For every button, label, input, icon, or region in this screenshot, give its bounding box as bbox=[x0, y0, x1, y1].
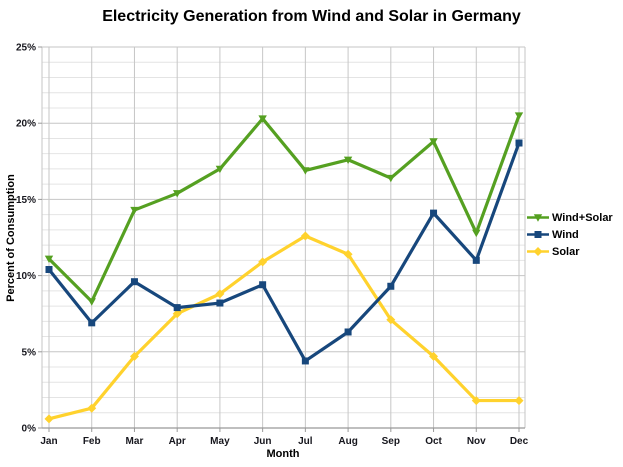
x-tick-label: May bbox=[210, 436, 230, 447]
series-wind-point bbox=[130, 278, 138, 286]
x-tick-label: Apr bbox=[169, 436, 186, 447]
legend-marker bbox=[534, 231, 542, 238]
series-wind-point bbox=[387, 282, 395, 290]
legend-item-wind-solar: Wind+Solar bbox=[527, 211, 613, 224]
series-solar-point bbox=[300, 231, 310, 241]
series-wind-solar-point bbox=[172, 190, 182, 198]
series-wind-solar bbox=[44, 112, 524, 306]
x-axis-title: Month bbox=[267, 448, 300, 460]
series-solar-point bbox=[258, 257, 268, 267]
x-tick-label: Nov bbox=[467, 436, 486, 447]
legend-wind-swatch-icon bbox=[527, 231, 549, 238]
y-tick-label: 25% bbox=[16, 43, 36, 54]
x-tick-label: Oct bbox=[425, 436, 442, 447]
series-wind-solar-point bbox=[87, 298, 96, 306]
series-solar-point bbox=[429, 351, 439, 361]
legend: Wind+Solar Wind Solar bbox=[527, 211, 613, 258]
series-solar-point bbox=[471, 396, 481, 406]
legend-label-solar: Solar bbox=[552, 245, 580, 258]
series-solar-point bbox=[44, 414, 54, 424]
chart-title: Electricity Generation from Wind and Sol… bbox=[102, 8, 521, 25]
series-wind-point bbox=[515, 139, 523, 147]
series-wind-point bbox=[301, 357, 309, 365]
series-wind-solar-point bbox=[301, 167, 310, 175]
series-wind-solar-point bbox=[258, 115, 267, 123]
series-wind-solar-point bbox=[343, 156, 353, 164]
series-wind-solar-point bbox=[472, 229, 481, 238]
x-tick-label: Sep bbox=[382, 436, 400, 447]
series-wind-solar-point bbox=[386, 174, 396, 183]
series-wind bbox=[45, 139, 523, 365]
series-solar-point bbox=[514, 396, 524, 406]
series-wind-line bbox=[47, 141, 521, 363]
series-wind-point bbox=[45, 266, 53, 274]
y-tick-label: 5% bbox=[22, 347, 37, 358]
legend-label-wind: Wind bbox=[552, 228, 579, 241]
series-wind-point bbox=[216, 299, 224, 307]
series-solar-point bbox=[386, 315, 396, 325]
series-solar-point bbox=[129, 351, 139, 361]
gridlines bbox=[42, 46, 525, 428]
y-tick-label: 15% bbox=[16, 195, 36, 206]
series-wind-solar-point bbox=[215, 165, 225, 174]
tick-labels: 0% 5% 10% 15% 20% 25% Jan Feb Mar Apr May Jun Jul Aug… bbox=[16, 43, 529, 448]
series-solar-point bbox=[343, 249, 353, 259]
y-tick-label: 20% bbox=[16, 119, 36, 130]
legend-solar-swatch-icon bbox=[527, 247, 549, 256]
series-wind-point bbox=[430, 209, 438, 217]
series-solar-line bbox=[47, 234, 521, 421]
x-tick-label: Dec bbox=[510, 436, 529, 447]
x-tick-label: Jul bbox=[298, 436, 313, 447]
legend-item-wind: Wind bbox=[527, 228, 613, 241]
series-wind-solar-point bbox=[130, 206, 139, 215]
axes bbox=[38, 46, 526, 432]
series-wind-solar-point bbox=[44, 255, 54, 264]
data-series bbox=[44, 112, 524, 424]
y-tick-label: 10% bbox=[16, 271, 36, 282]
series-wind-solar-point bbox=[429, 138, 438, 146]
series-wind-solar-line bbox=[47, 113, 521, 304]
x-tick-label: Mar bbox=[126, 436, 144, 447]
x-tick-label: Aug bbox=[338, 436, 357, 447]
x-tick-label: Jun bbox=[254, 436, 272, 447]
x-tick-label: Jan bbox=[40, 436, 57, 447]
x-tick-label: Feb bbox=[83, 436, 101, 447]
series-wind-point bbox=[88, 319, 96, 327]
series-wind-point bbox=[259, 281, 267, 289]
series-solar-point bbox=[215, 289, 225, 299]
series-solar bbox=[44, 231, 524, 424]
legend-marker bbox=[533, 247, 543, 256]
series-solar-point bbox=[87, 403, 97, 413]
series-solar-point bbox=[172, 309, 182, 319]
series-wind-point bbox=[173, 304, 181, 312]
legend-marker bbox=[533, 214, 543, 222]
series-wind-solar-point bbox=[514, 112, 524, 120]
legend-label-wind-solar: Wind+Solar bbox=[552, 211, 613, 224]
legend-item-solar: Solar bbox=[527, 245, 613, 258]
y-axis-title: Percent of Consumption bbox=[5, 174, 17, 302]
series-wind-point bbox=[344, 328, 352, 336]
legend-wind-solar-swatch-icon bbox=[527, 214, 549, 222]
series-wind-point bbox=[472, 256, 480, 264]
y-tick-label: 0% bbox=[22, 424, 37, 435]
